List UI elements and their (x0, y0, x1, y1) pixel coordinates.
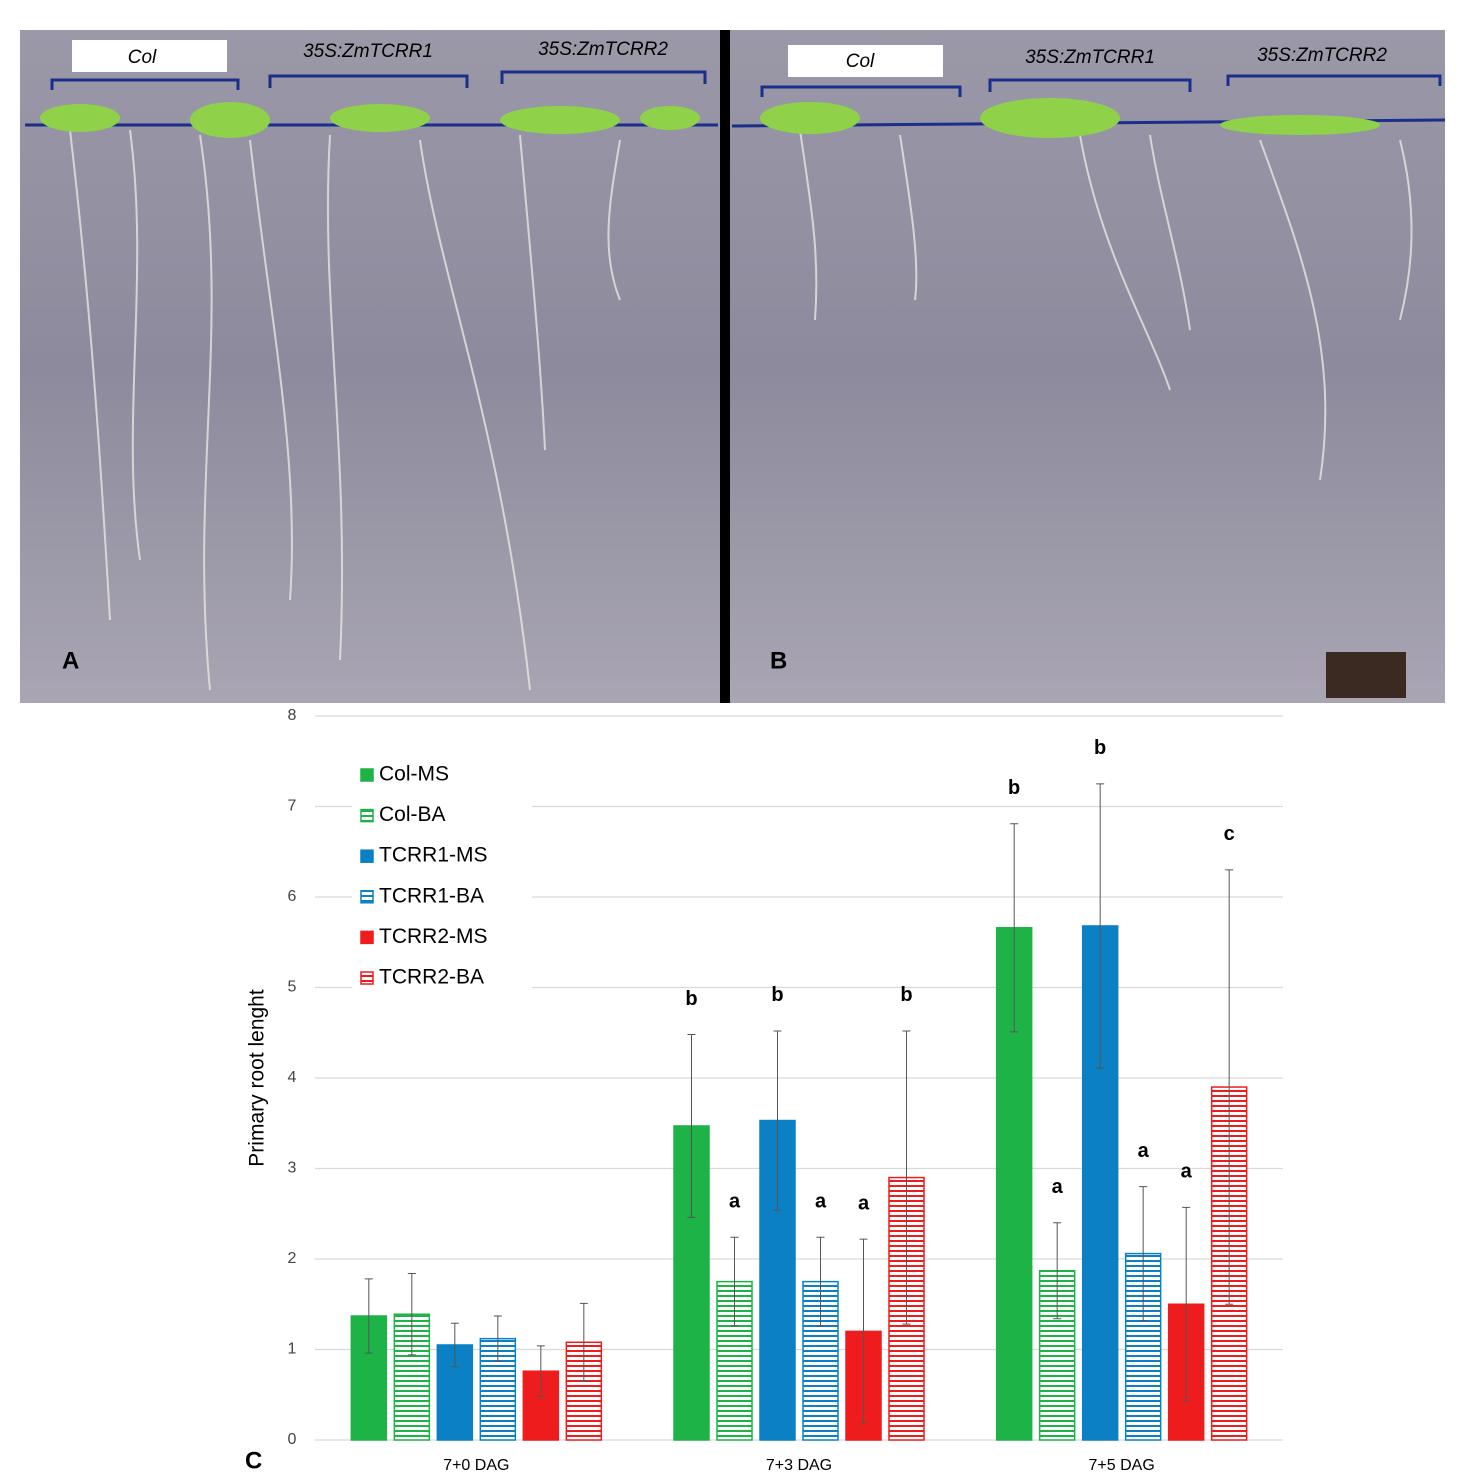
annotation: b (685, 988, 697, 1010)
annotation: b (900, 984, 912, 1006)
error-bar (773, 1030, 782, 1211)
legend-label: Col-BA (379, 803, 446, 826)
annotation: b (771, 984, 783, 1006)
photo-label: 35S:ZmTCRR2 (1257, 45, 1387, 66)
error-bar (364, 1278, 373, 1354)
error-bar (859, 1238, 868, 1425)
error-bar (407, 1272, 416, 1356)
error-bar (816, 1236, 825, 1327)
error-bar (1182, 1206, 1191, 1402)
panel-letter: A (62, 647, 79, 674)
photo-a (20, 30, 720, 703)
y-tick-label: 4 (288, 1069, 297, 1086)
legend-swatch (360, 930, 374, 945)
panel-letter: B (770, 647, 787, 674)
y-tick-label: 6 (288, 888, 297, 905)
legend-swatch (360, 849, 374, 863)
error-bar (493, 1315, 502, 1362)
annotation: a (729, 1191, 741, 1213)
annotation: a (1052, 1176, 1064, 1198)
y-tick-label: 1 (288, 1341, 297, 1358)
annotation: a (815, 1191, 827, 1213)
error-bar (579, 1302, 588, 1382)
y-axis-title: Primary root lenght (246, 989, 269, 1167)
error-bar (1139, 1186, 1148, 1322)
legend-label: TCRR1-BA (379, 884, 484, 907)
error-bar (1225, 869, 1234, 1305)
divider (720, 30, 730, 703)
annotation: b (1094, 737, 1106, 759)
error-bar (1053, 1222, 1062, 1320)
legend-label: Col-MS (379, 763, 449, 786)
x-tick-label: 7+0 DAG (443, 1457, 509, 1474)
photo-label: 35S:ZmTCRR1 (1025, 47, 1155, 68)
legend-label: TCRR1-MS (379, 844, 488, 867)
legend-label: TCRR2-MS (379, 925, 488, 948)
y-tick-label: 0 (288, 1431, 297, 1448)
y-tick-label: 7 (288, 798, 297, 815)
error-bar (536, 1345, 545, 1398)
y-tick-label: 3 (288, 1160, 297, 1177)
error-bar (730, 1236, 739, 1327)
legend-label: TCRR2-BA (379, 966, 484, 989)
photo-label: Col (846, 51, 875, 72)
legend-box (352, 752, 532, 996)
annotation: c (1224, 823, 1235, 845)
y-tick-label: 5 (288, 979, 297, 996)
y-tick-label: 8 (288, 707, 297, 724)
legend-swatch (360, 768, 374, 782)
photo-b (730, 30, 1446, 703)
error-bar (687, 1034, 696, 1218)
legend-swatch (360, 808, 374, 823)
annotation: a (858, 1192, 870, 1214)
y-tick-label: 2 (288, 1250, 297, 1267)
annotation: a (1138, 1140, 1150, 1162)
photo-label: 35S:ZmTCRR1 (303, 41, 433, 62)
annotation: b (1008, 777, 1020, 799)
photo-label: Col (128, 47, 157, 68)
x-tick-label: 7+5 DAG (1089, 1457, 1155, 1474)
error-bar (1096, 783, 1105, 1069)
annotation: a (1181, 1161, 1193, 1183)
photo-label: 35S:ZmTCRR2 (538, 39, 668, 60)
x-tick-label: 7+3 DAG (766, 1457, 832, 1474)
error-bar (902, 1030, 911, 1325)
panel-letter: C (245, 1447, 262, 1474)
legend-swatch (360, 890, 374, 904)
error-bar (1010, 823, 1019, 1033)
error-bar (450, 1322, 459, 1368)
legend-swatch (360, 971, 374, 985)
